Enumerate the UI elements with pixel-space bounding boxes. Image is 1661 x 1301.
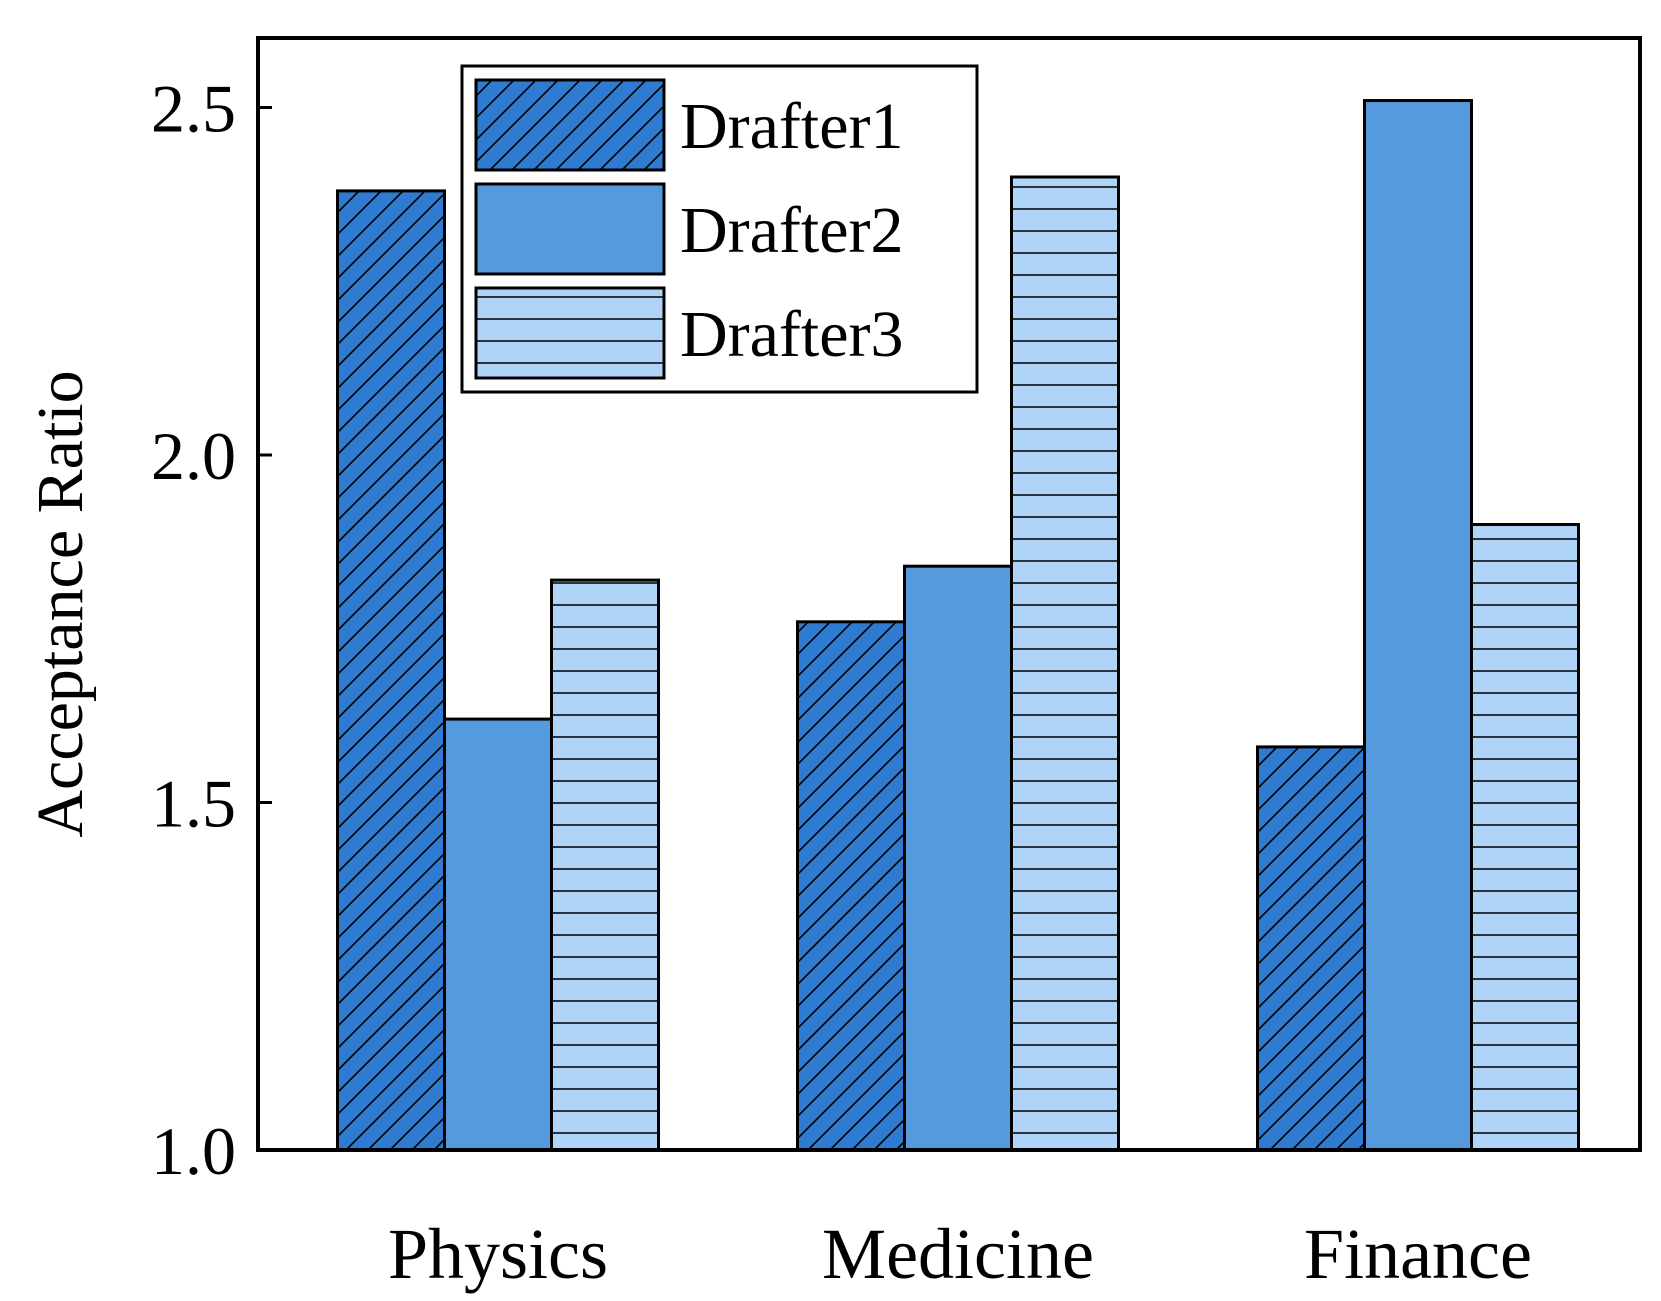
legend: Drafter1 Drafter2 Drafter3	[460, 64, 979, 394]
x-axis: Physics Medicine Finance	[388, 1214, 1532, 1294]
x-category-label: Finance	[1304, 1214, 1532, 1294]
bar-drafter3-medicine	[1010, 175, 1120, 1152]
legend-entry-drafter3: Drafter3	[474, 286, 904, 380]
bar-drafter2-finance	[1363, 99, 1473, 1152]
legend-swatch	[474, 182, 666, 276]
y-tick-label: 1.5	[151, 766, 236, 842]
legend-entry-drafter2: Drafter2	[474, 182, 904, 276]
legend-swatch	[474, 286, 666, 380]
legend-label: Drafter2	[680, 194, 904, 267]
x-category-label: Medicine	[822, 1214, 1094, 1294]
bar-drafter1-medicine	[796, 620, 906, 1152]
bar-drafter3-finance	[1470, 523, 1580, 1152]
legend-label: Drafter1	[680, 90, 904, 163]
y-axis-label: Acceptance Ratio	[24, 370, 97, 837]
y-tick-label: 2.0	[151, 418, 236, 494]
x-category-label: Physics	[388, 1214, 608, 1294]
bar-drafter1-finance	[1256, 745, 1366, 1152]
bars-layer	[336, 99, 1580, 1152]
y-tick-label: 1.0	[151, 1113, 236, 1189]
bar-drafter2-physics	[443, 717, 553, 1152]
legend-swatch	[474, 78, 666, 172]
y-tick-label: 2.5	[151, 71, 236, 147]
legend-label: Drafter3	[680, 298, 904, 371]
y-axis: 1.0 1.5 2.0 2.5	[151, 71, 272, 1189]
bar-drafter1-physics	[336, 189, 446, 1152]
plot-frame	[256, 36, 1642, 1152]
bar-drafter3-physics	[550, 578, 660, 1152]
bar-drafter2-medicine	[903, 564, 1013, 1152]
legend-entry-drafter1: Drafter1	[474, 78, 904, 172]
